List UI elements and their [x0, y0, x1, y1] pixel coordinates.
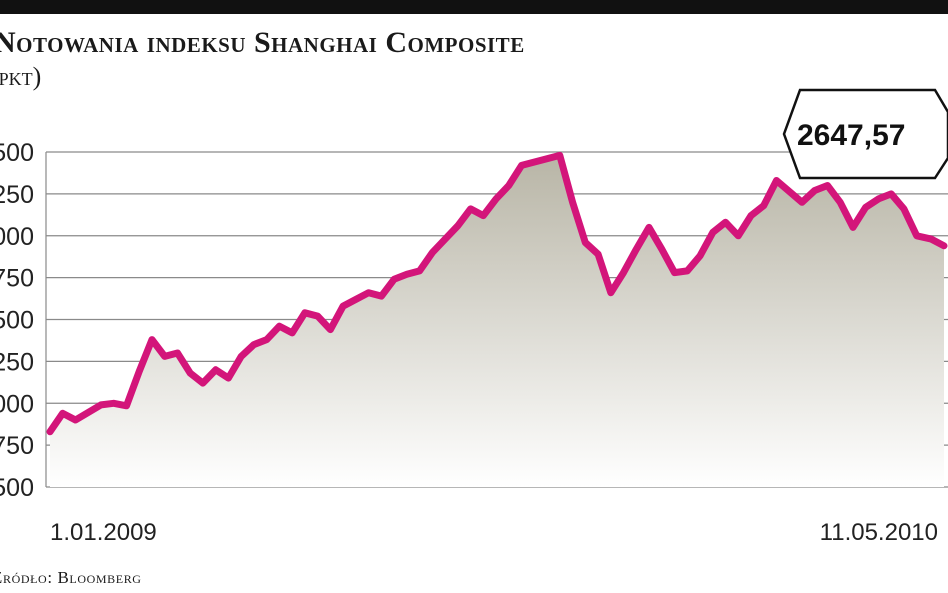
- top-bar: [0, 0, 948, 14]
- chart-unit: (pkt): [0, 62, 42, 91]
- value-callout: 2647,57: [782, 88, 948, 180]
- y-tick-label: 2000: [0, 390, 34, 418]
- y-tick-label: 3000: [0, 223, 34, 251]
- y-tick-label: 3250: [0, 181, 34, 209]
- area-fill: [50, 155, 944, 487]
- source-note: Źródło: Bloomberg: [0, 568, 142, 587]
- callout-value: 2647,57: [797, 119, 905, 152]
- y-tick-label: 1750: [0, 432, 34, 460]
- x-tick-label: 11.05.2010: [820, 519, 938, 546]
- y-tick-label: 2250: [0, 348, 34, 376]
- chart-title: Notowania indeksu Shanghai Composite: [0, 26, 525, 59]
- y-axis-ticks: 3500 3250 3000 2750 2500 2250 2000 1750 1500: [0, 139, 34, 502]
- y-tick-label: 1500: [0, 474, 34, 502]
- x-tick-label: 1.01.2009: [50, 519, 157, 546]
- x-axis-ticks: 1.01.2009 11.05.2010: [50, 519, 938, 546]
- y-tick-label: 3500: [0, 139, 34, 167]
- y-tick-label: 2500: [0, 307, 34, 335]
- y-tick-label: 2750: [0, 265, 34, 293]
- callout-badge: [782, 88, 948, 180]
- series-line: [46, 151, 948, 436]
